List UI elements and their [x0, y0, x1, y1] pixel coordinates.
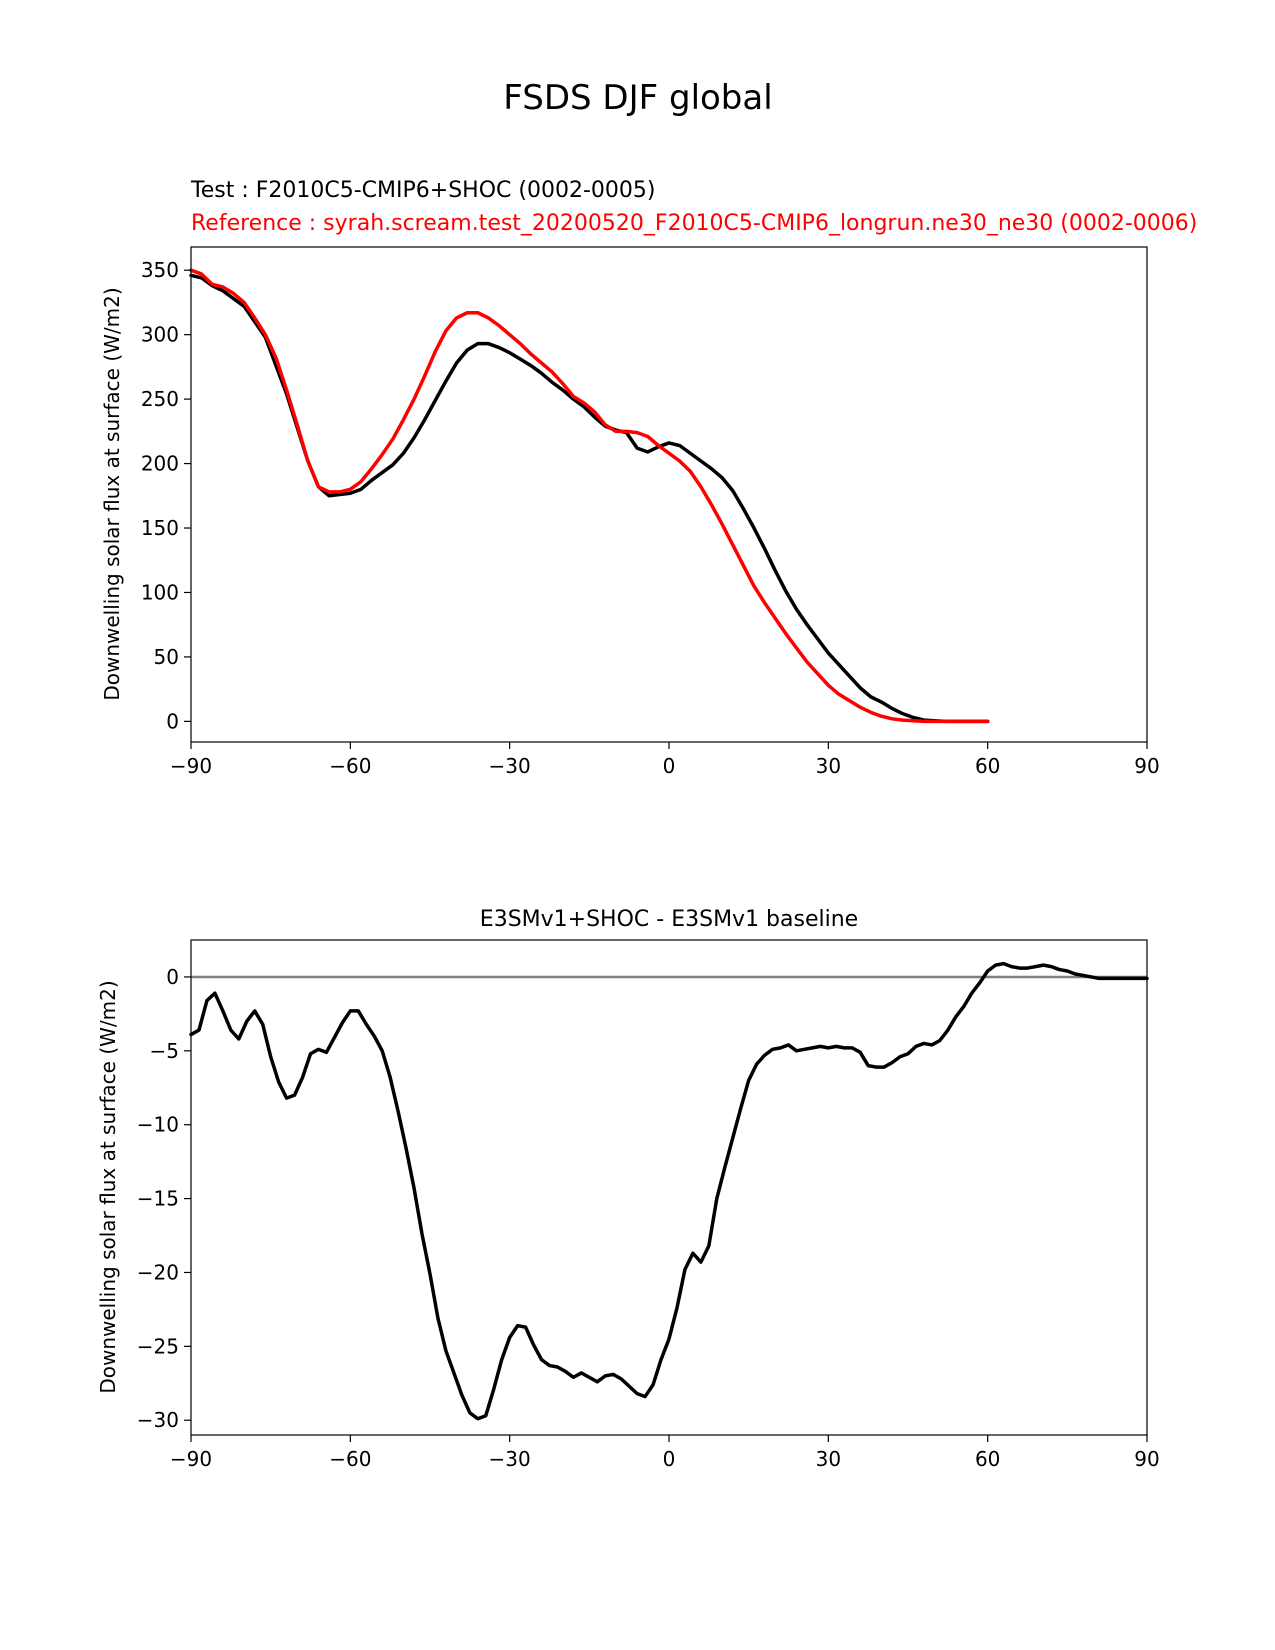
y-tick-label: 0 [166, 709, 179, 733]
bottom-plot-title: E3SMv1+SHOC - E3SMv1 baseline [480, 907, 858, 932]
top-plot-content [189, 268, 990, 724]
y-tick-label: −25 [137, 1334, 179, 1358]
test-label: Test : F2010C5-CMIP6+SHOC (0002-0005) [190, 178, 655, 203]
y-tick-label: −5 [150, 1039, 179, 1063]
top-y-axis-label: Downwelling solar flux at surface (W/m2) [100, 287, 124, 700]
figure-title: FSDS DJF global [503, 78, 772, 118]
y-tick-label: −15 [137, 1187, 179, 1211]
bottom-panel: E3SMv1+SHOC - E3SMv1 baseline −90 −60 −30 0… [96, 907, 1160, 1471]
top-x-ticks: −90 −60 −30 0 30 60 90 [170, 742, 1160, 778]
x-tick-label: 60 [975, 754, 1000, 778]
x-tick-label: −60 [329, 1447, 371, 1471]
y-tick-label: −30 [137, 1408, 179, 1432]
bottom-plot-content [189, 961, 1149, 1421]
y-tick-label: 50 [154, 645, 179, 669]
x-tick-label: 30 [816, 754, 841, 778]
x-tick-label: −30 [489, 1447, 531, 1471]
top-panel: Test : F2010C5-CMIP6+SHOC (0002-0005) Re… [100, 178, 1197, 778]
y-tick-label: −10 [137, 1113, 179, 1137]
series-line-difference [189, 961, 1149, 1421]
bottom-plot-frame [190, 939, 1148, 1436]
x-tick-label: 90 [1134, 1447, 1159, 1471]
x-tick-label: 0 [663, 754, 676, 778]
y-tick-label: −20 [137, 1260, 179, 1284]
bottom-y-axis-label: Downwelling solar flux at surface (W/m2) [96, 980, 120, 1393]
x-tick-label: −60 [329, 754, 371, 778]
reference-label: Reference : syrah.scream.test_20200520_F… [191, 211, 1197, 236]
x-tick-label: −90 [170, 1447, 212, 1471]
y-tick-label: 100 [141, 580, 179, 604]
y-tick-label: 200 [141, 452, 179, 476]
x-tick-label: 30 [816, 1447, 841, 1471]
x-tick-label: 0 [663, 1447, 676, 1471]
x-tick-label: −30 [489, 754, 531, 778]
x-tick-label: −90 [170, 754, 212, 778]
y-tick-label: 0 [166, 965, 179, 989]
y-tick-label: 150 [141, 516, 179, 540]
y-tick-label: 350 [141, 258, 179, 282]
x-tick-label: 90 [1134, 754, 1159, 778]
x-tick-label: 60 [975, 1447, 1000, 1471]
bottom-y-ticks: 0 −5 −10 −15 −20 −25 −30 [137, 965, 191, 1432]
top-y-ticks: 0 50 100 150 200 250 300 350 [141, 258, 191, 733]
y-tick-label: 250 [141, 387, 179, 411]
series-line-reference [189, 268, 990, 724]
y-tick-label: 300 [141, 323, 179, 347]
bottom-x-ticks: −90 −60 −30 0 30 60 90 [170, 1435, 1160, 1471]
series-line-test [189, 273, 990, 724]
